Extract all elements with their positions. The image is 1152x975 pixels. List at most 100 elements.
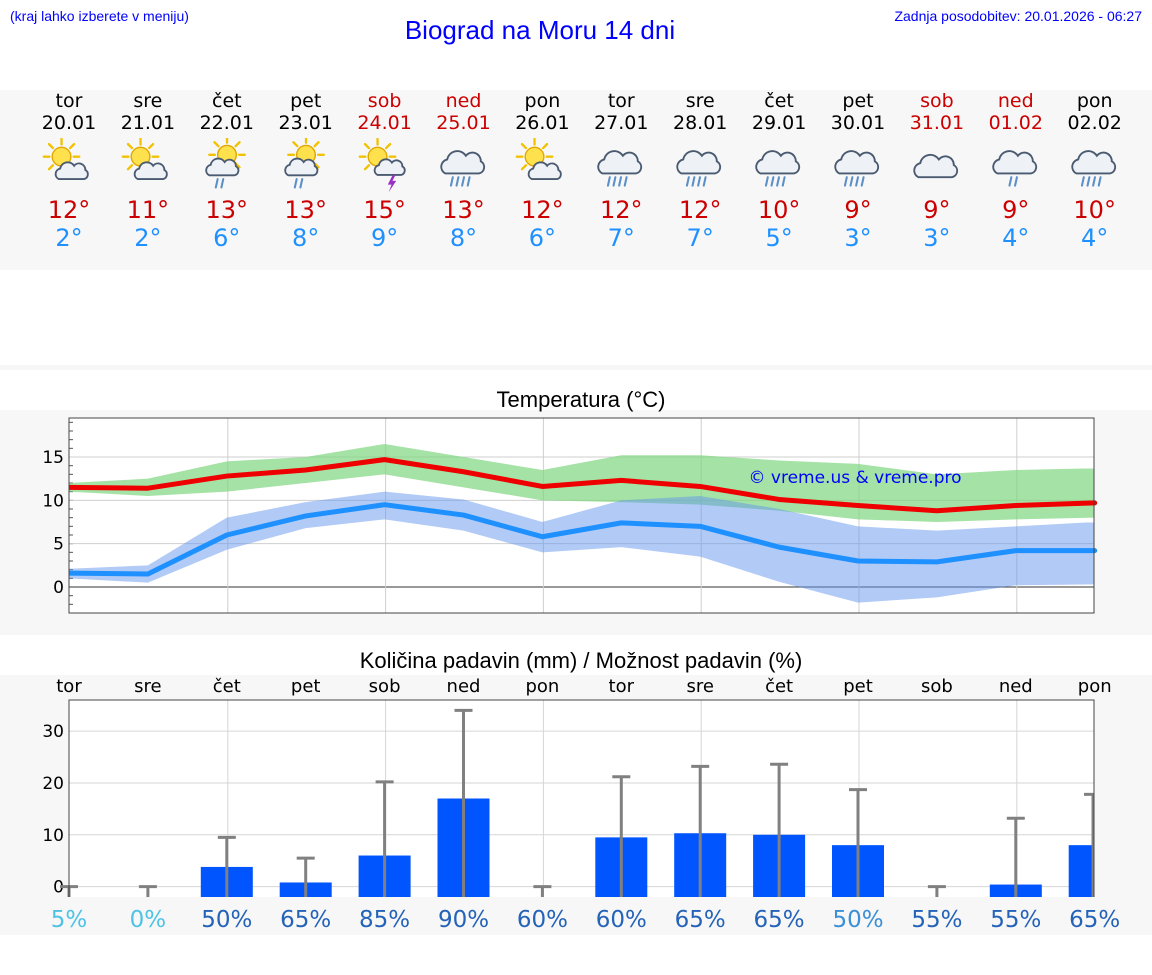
max-temperature: 9°	[844, 196, 872, 224]
x-category-label: pet	[291, 676, 321, 697]
cloud-shape	[755, 150, 801, 175]
cloud-shape	[439, 150, 485, 175]
day-column: čet 22.01 13° 6°	[188, 90, 266, 252]
day-column: tor 27.01 12° 7°	[582, 90, 660, 252]
x-category-label: sob	[369, 676, 401, 697]
max-temperature: 15°	[363, 196, 406, 224]
x-category-label: tor	[56, 676, 82, 697]
x-category-label: tor	[609, 676, 635, 697]
min-temperature: 8°	[292, 224, 320, 252]
precipitation-probability-label: 50%	[832, 907, 883, 933]
precipitation-probability-label: 65%	[754, 907, 805, 933]
max-temperature: 12°	[47, 196, 91, 224]
precipitation-probability-label: 55%	[990, 907, 1041, 933]
day-column: čet 29.01 10° 5°	[740, 90, 818, 252]
temperature-chart-title: Temperatura (°C)	[496, 387, 666, 412]
min-temperature: 2°	[134, 224, 162, 252]
precipitation-probability-label: 65%	[675, 907, 726, 933]
max-temperature: 10°	[757, 196, 801, 224]
day-date: 22.01	[199, 112, 254, 134]
x-category-label: ned	[447, 676, 481, 697]
min-temperature: 5°	[765, 224, 793, 252]
day-date: 21.01	[120, 112, 176, 134]
x-category-label: pon	[525, 676, 559, 697]
x-category-label: sob	[921, 676, 953, 697]
day-date: 29.01	[751, 112, 807, 134]
y-tick-label: 20	[42, 774, 64, 794]
day-column: ned 25.01 13° 8°	[425, 90, 503, 252]
day-name: pon	[524, 90, 561, 112]
y-tick-label: 30	[42, 722, 64, 742]
plot-frame	[68, 699, 1095, 897]
sun-cloud-icon	[42, 138, 89, 180]
min-temperature: 3°	[923, 224, 951, 252]
max-temperature: 11°	[126, 196, 170, 224]
precipitation-probability-label: 90%	[438, 907, 489, 933]
min-temperature: 2°	[55, 224, 83, 252]
day-date: 25.01	[436, 112, 491, 134]
precipitation-chart-title: Količina padavin (mm) / Možnost padavin …	[359, 648, 803, 673]
day-column: pon 02.02 10° 4°	[1056, 90, 1134, 252]
cloud-shape	[205, 157, 240, 177]
cloud-icon	[913, 153, 958, 179]
sun-cloud-icon	[516, 138, 563, 180]
x-category-label: ned	[999, 676, 1033, 697]
day-date: 23.01	[278, 112, 333, 134]
heavy-rain-icon	[676, 150, 722, 187]
max-temperature: 12°	[678, 196, 722, 224]
cloud-shape	[283, 157, 319, 177]
day-name: pet	[842, 90, 874, 112]
min-temperature: 7°	[686, 224, 714, 252]
day-date: 26.01	[515, 112, 570, 134]
max-temperature: 9°	[1002, 196, 1030, 224]
sun-cloud-icon	[121, 138, 168, 180]
day-name: pet	[290, 90, 322, 112]
min-temperature-range-band	[69, 491, 1095, 603]
cloud-shape	[373, 158, 406, 176]
precipitation-probability-label: 65%	[1069, 907, 1120, 933]
day-name: sob	[367, 90, 402, 112]
day-date: 24.01	[357, 112, 412, 134]
x-category-label: čet	[213, 676, 241, 697]
day-name: sre	[685, 90, 715, 112]
max-temperature: 10°	[1073, 196, 1116, 224]
precipitation-chart: 0 10 20 30 tor sre čet pet sob ned pon tor sre čet pet…	[42, 676, 1120, 933]
precipitation-bar	[1068, 845, 1094, 897]
x-category-label: sre	[134, 676, 161, 697]
y-tick-label: 15	[42, 448, 64, 468]
plot-frame	[68, 417, 1095, 614]
max-temperature: 9°	[923, 196, 951, 224]
precipitation-probability-label: 55%	[911, 907, 962, 933]
max-temperature: 13°	[205, 196, 249, 224]
day-name: ned	[445, 90, 482, 112]
day-column: sre 28.01 12° 7°	[661, 90, 739, 252]
min-temperature-line	[68, 502, 1098, 577]
heavy-rain-icon	[755, 150, 801, 187]
watermark: © vreme.us & vreme.pro	[748, 468, 961, 488]
x-category-label: čet	[765, 676, 793, 697]
day-column: pet 30.01 9° 3°	[819, 90, 897, 252]
precipitation-probability-label: 5%	[51, 907, 88, 933]
precipitation-probability-label: 65%	[280, 907, 331, 933]
day-name: čet	[212, 90, 242, 112]
temperature-chart: 0 5 10 15 © vreme.us & vreme.pro	[42, 417, 1098, 614]
cloud-shape	[834, 150, 880, 175]
heavy-rain-icon	[834, 150, 880, 187]
sun-rain-icon	[283, 138, 325, 189]
x-category-label: pon	[1078, 676, 1112, 697]
light-rain-icon	[992, 150, 1037, 187]
sun-rain-icon	[205, 138, 246, 189]
day-column: ned 01.02 9° 4°	[977, 90, 1055, 252]
day-name: pon	[1076, 90, 1113, 112]
y-tick-label: 0	[53, 878, 64, 898]
max-temperature: 13°	[284, 196, 327, 224]
day-column: sre 21.01 11° 2°	[109, 90, 187, 252]
day-date: 02.02	[1067, 112, 1122, 134]
day-column: sob 24.01 15° 9°	[346, 90, 424, 252]
min-temperature: 4°	[1081, 224, 1109, 252]
day-column: pet 23.01 13° 8°	[267, 90, 345, 252]
day-date: 20.01	[41, 112, 97, 134]
page-title: Biograd na Moru 14 dni	[404, 15, 676, 45]
precipitation-probability-label: 0%	[130, 907, 167, 933]
y-tick-label: 0	[53, 578, 64, 598]
